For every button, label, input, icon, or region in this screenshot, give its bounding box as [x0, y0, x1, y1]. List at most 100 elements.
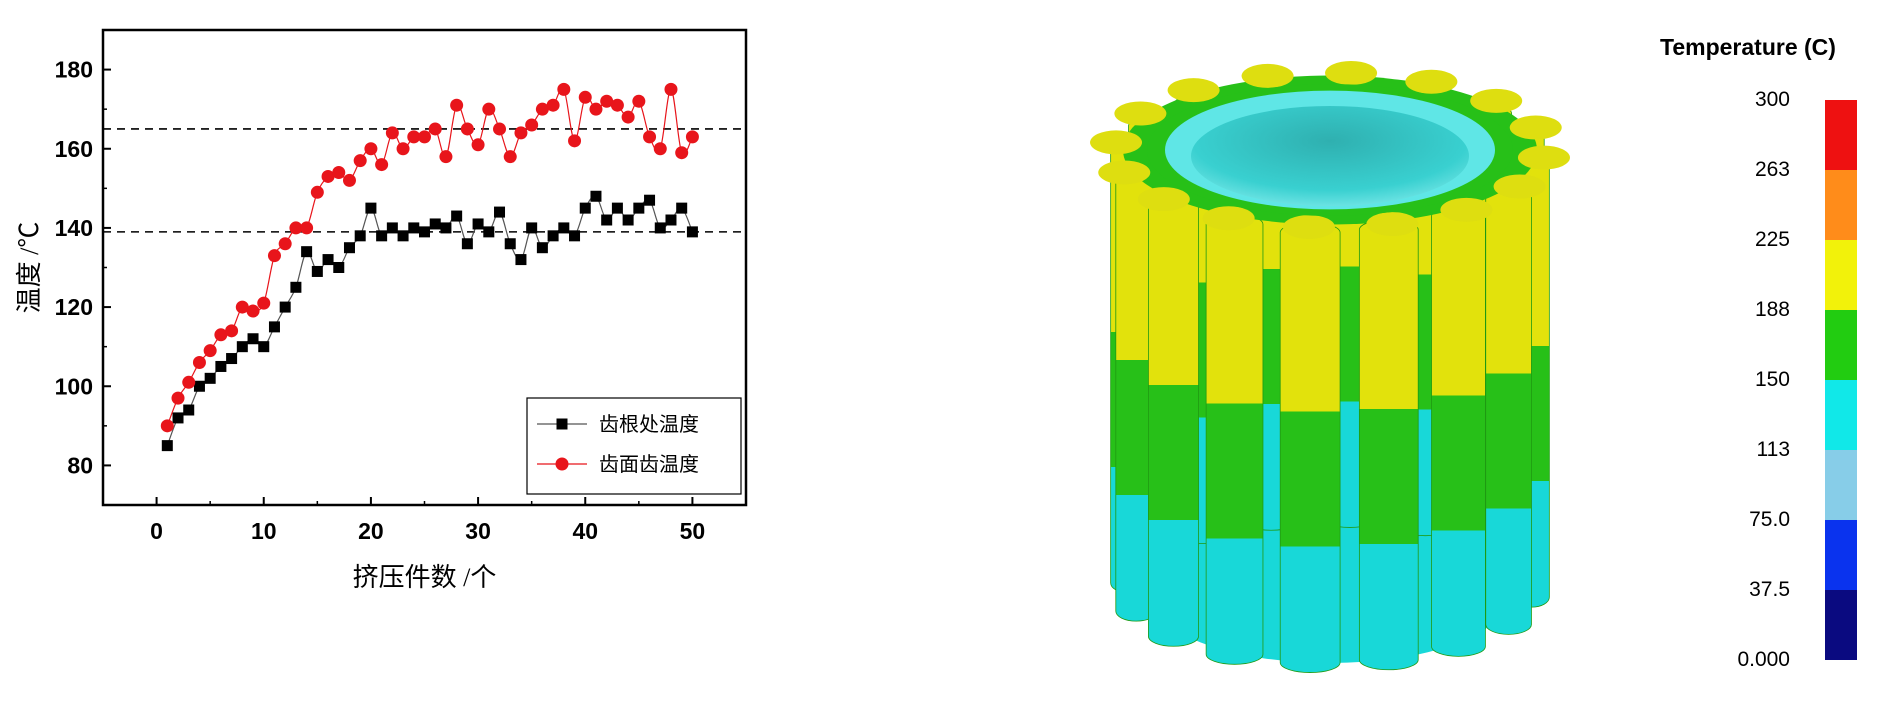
gear-tooth-top [1405, 69, 1458, 94]
data-point-square [161, 440, 173, 452]
legend-box [526, 397, 742, 495]
legend-label: 齿面齿温度 [599, 453, 699, 476]
data-point-square [311, 265, 323, 277]
data-point-circle [664, 82, 678, 96]
data-point-square [654, 222, 666, 234]
gear-tooth-top [1282, 215, 1335, 240]
data-point-circle [342, 173, 356, 187]
data-point-square [247, 333, 259, 345]
data-point-square [558, 222, 570, 234]
data-point-circle [632, 94, 646, 108]
data-point-circle [482, 102, 496, 116]
colorbar-swatch [1825, 100, 1857, 170]
gear-tooth [1485, 183, 1532, 635]
x-axis-label: 挤压件数 /个 [353, 563, 497, 592]
legend-circle-marker [555, 457, 569, 471]
data-point-square [419, 226, 430, 238]
y-tick-label: 180 [55, 57, 93, 83]
y-tick-label: 140 [55, 215, 93, 241]
data-point-circle [557, 82, 571, 96]
colorbar-swatch [1825, 240, 1857, 310]
data-point-square [461, 238, 473, 250]
x-tick-label: 0 [150, 518, 163, 544]
data-point-circle [503, 150, 517, 164]
data-point-square [686, 226, 698, 238]
data-point-square [386, 222, 398, 234]
data-point-circle [214, 328, 228, 342]
data-point-square [183, 404, 195, 416]
data-point-circle [568, 134, 582, 148]
data-point-circle [525, 118, 539, 132]
colorbar-swatch [1825, 380, 1857, 450]
data-point-circle [300, 221, 314, 235]
data-point-square [365, 202, 377, 214]
colorbar-level-label: 75.0 [1749, 508, 1790, 531]
data-point-circle [514, 126, 528, 140]
gear-tooth-top [1440, 197, 1493, 222]
colorbar-level-label: 113 [1756, 438, 1790, 461]
colorbar-level-label: 37.5 [1749, 578, 1790, 601]
gear-tooth-top [1493, 174, 1546, 199]
data-point-circle [460, 122, 474, 136]
data-point-square [333, 262, 345, 273]
data-point-circle [535, 102, 549, 116]
gear-bore [1191, 105, 1469, 207]
data-point-circle [332, 166, 346, 179]
data-point-circle [353, 154, 367, 168]
gear-tooth-top [1509, 115, 1562, 140]
data-point-circle [589, 102, 603, 116]
data-point-square [279, 301, 291, 313]
y-tick-label: 100 [55, 373, 93, 399]
gear-tooth-top [1517, 145, 1570, 170]
colorbar-swatch [1825, 520, 1857, 590]
data-point-square [633, 202, 645, 214]
data-point-square [268, 321, 280, 333]
data-point-circle [675, 146, 689, 160]
reference-lines [103, 128, 746, 233]
data-point-square [397, 230, 409, 242]
x-tick-label: 30 [465, 518, 491, 544]
colorbar-level-label: 0.000 [1737, 648, 1790, 671]
data-point-circle [428, 122, 442, 136]
data-point-circle [321, 169, 335, 183]
data-point-circle [364, 142, 378, 156]
gear-tooth-top [1470, 88, 1523, 113]
data-point-circle [396, 142, 410, 156]
data-point-square [290, 281, 302, 293]
data-point-square [504, 238, 516, 250]
data-point-square [494, 206, 506, 218]
colorbar-level-label: 263 [1754, 158, 1790, 181]
data-point-circle [600, 94, 614, 108]
data-point-square [236, 341, 248, 353]
data-point-square [515, 254, 527, 266]
data-point-circle [407, 130, 421, 144]
data-point-circle [643, 130, 657, 144]
colorbar-swatch [1825, 590, 1857, 660]
gear-tooth-top [1167, 78, 1220, 103]
data-point-circle [375, 158, 389, 172]
data-point-circle [171, 391, 185, 405]
data-point-circle [450, 98, 464, 112]
colorbar-title: Temperature (C) [1660, 34, 1836, 60]
gear-contour-image [1090, 60, 1570, 673]
gear-tooth-top [1202, 206, 1255, 231]
data-point-circle [610, 98, 624, 112]
data-point-circle [182, 375, 196, 389]
data-point-square [590, 190, 602, 202]
data-point-circle [578, 90, 592, 104]
gear-tooth-top [1114, 101, 1167, 126]
data-point-circle [546, 98, 560, 112]
data-point-square [611, 202, 623, 214]
temperature-chart: 0 10 20 30 40 50 80 100 120 140 160 180 温度 /℃ 挤压件数 … [15, 28, 748, 592]
data-point-circle [310, 185, 324, 199]
data-point-circle [225, 324, 239, 338]
data-point-circle [235, 300, 249, 314]
gear-tooth-top [1325, 60, 1378, 85]
gear-tooth-top [1366, 212, 1419, 237]
data-point-square [676, 202, 688, 214]
data-point-circle [160, 419, 174, 433]
gear-tooth-top [1241, 63, 1294, 88]
data-point-square [204, 372, 216, 384]
legend-square-marker [556, 418, 568, 430]
data-point-square [665, 214, 677, 226]
